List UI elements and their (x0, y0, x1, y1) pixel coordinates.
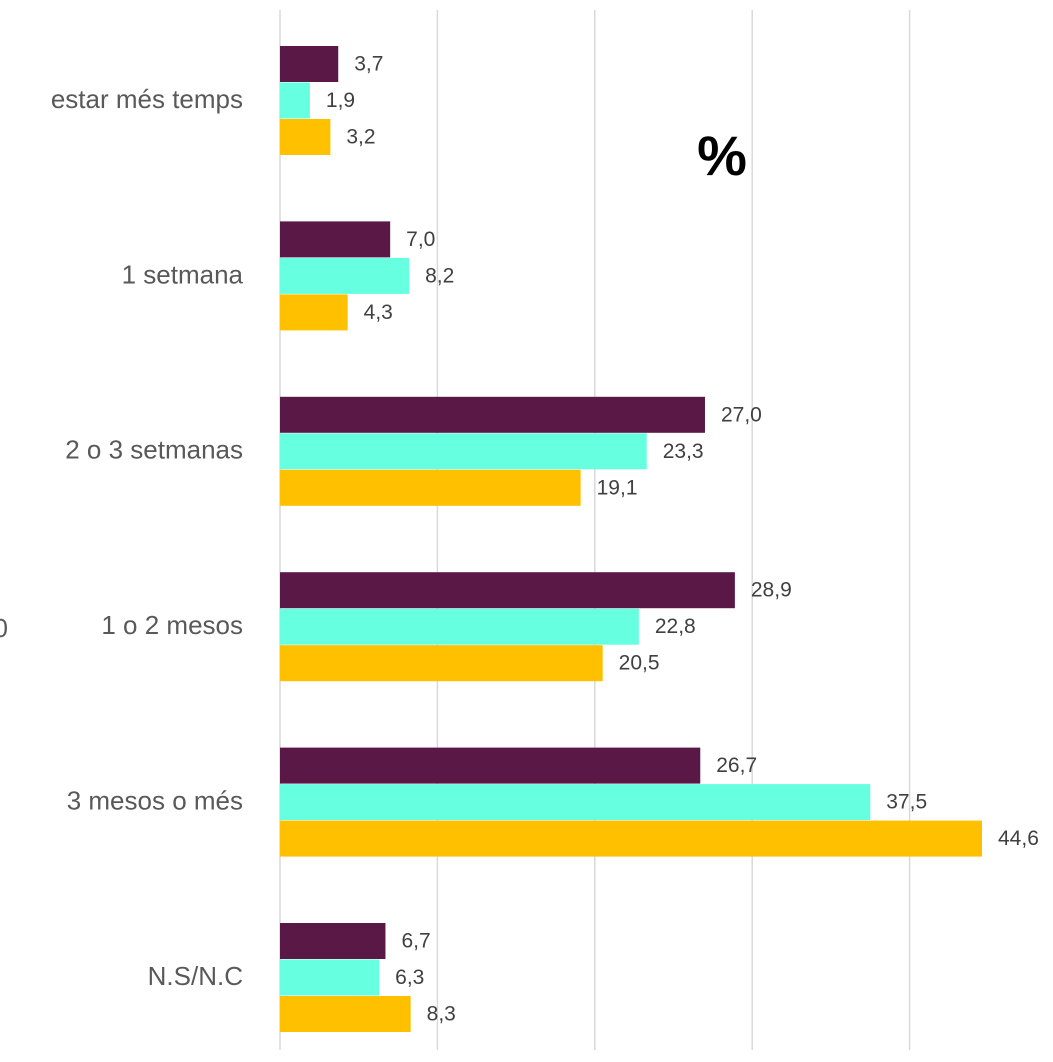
category-label: 2 o 3 setmanas (65, 435, 243, 465)
value-label: 6,7 (401, 930, 430, 953)
bar (280, 959, 380, 996)
bar (280, 923, 386, 959)
value-label: 27,0 (721, 403, 762, 426)
category-label: estar més temps (51, 84, 243, 114)
value-label: 8,2 (425, 264, 454, 287)
bar (280, 996, 411, 1032)
category-label: 1 setmana (122, 259, 244, 289)
value-label: 4,3 (364, 301, 393, 324)
bar (280, 433, 647, 470)
bar (280, 82, 310, 119)
bar (280, 221, 391, 258)
bar (280, 294, 348, 331)
value-label: 20,5 (619, 652, 660, 675)
bar (280, 747, 701, 784)
bar (280, 396, 705, 433)
category-label: 3 mesos o més (67, 785, 243, 815)
value-label: 19,1 (597, 476, 638, 499)
value-label: 3,7 (354, 53, 383, 76)
value-label: 8,3 (427, 1003, 456, 1026)
chart-title: % (697, 124, 747, 187)
value-label: 1,9 (326, 89, 355, 112)
value-label: 28,9 (751, 579, 792, 602)
bar (280, 46, 339, 82)
value-label: 26,7 (716, 754, 757, 777)
bar (280, 469, 581, 506)
annotation: 0 (0, 613, 8, 643)
category-label: 1 o 2 mesos (101, 610, 243, 640)
value-label: 23,3 (663, 440, 704, 463)
bar (280, 257, 410, 294)
value-label: 6,3 (395, 966, 424, 989)
bar (280, 645, 603, 682)
value-label: 37,5 (886, 791, 927, 814)
bar (280, 119, 331, 155)
bar (280, 572, 735, 609)
bar (280, 784, 871, 821)
category-label: N.S/N.C (148, 961, 243, 991)
value-label: 3,2 (346, 126, 375, 149)
value-label: 22,8 (655, 615, 696, 638)
value-label: 44,6 (998, 827, 1039, 850)
value-label: 7,0 (406, 228, 435, 251)
bar (280, 608, 639, 645)
bar (280, 820, 983, 857)
